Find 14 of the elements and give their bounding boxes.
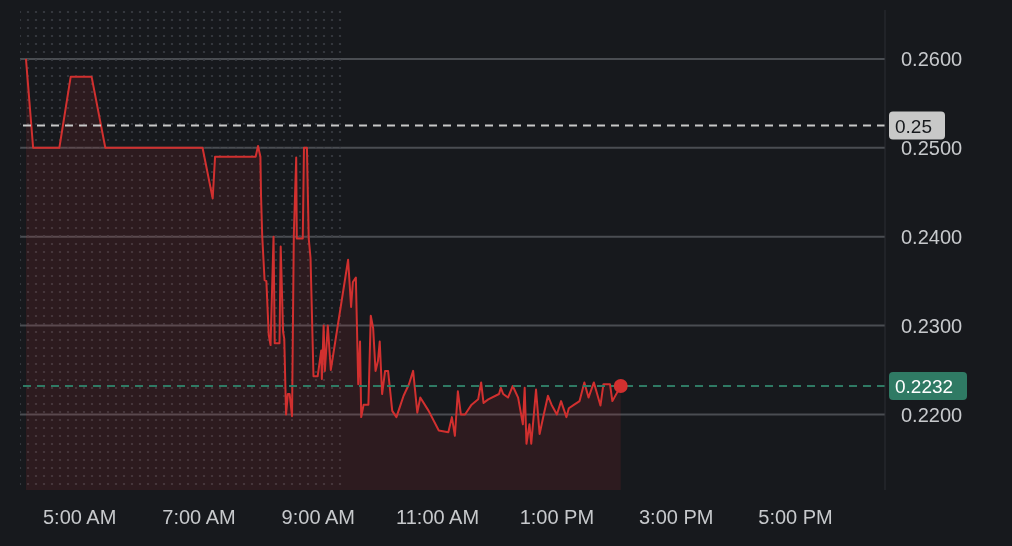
y-tick-label: 0.2200 — [901, 403, 963, 426]
y-tick-label: 0.2400 — [901, 225, 963, 248]
y-tick-label: 0.2300 — [901, 314, 963, 337]
ref-line-label: 0.2232 — [895, 376, 954, 397]
x-tick-label: 3:00 PM — [638, 506, 714, 529]
y-tick-label: 0.2600 — [901, 47, 963, 70]
x-tick-label: 1:00 PM — [519, 506, 595, 529]
x-tick-label: 5:00 AM — [42, 506, 117, 529]
x-tick-label: 9:00 AM — [281, 506, 355, 529]
x-tick-label: 5:00 PM — [758, 506, 833, 529]
x-tick-label: 7:00 AM — [162, 506, 236, 529]
y-tick-label: 0.2500 — [901, 136, 963, 159]
x-tick-label: 11:00 AM — [396, 506, 480, 529]
ref-line-label: 0.25 — [895, 115, 932, 137]
